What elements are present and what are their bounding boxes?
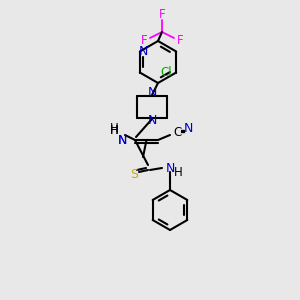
- Text: S: S: [130, 169, 138, 182]
- Text: N: N: [139, 45, 148, 58]
- Text: F: F: [159, 8, 165, 22]
- Text: N: N: [147, 86, 157, 100]
- Text: N: N: [165, 161, 175, 175]
- Text: C: C: [174, 125, 182, 139]
- Text: N: N: [117, 134, 127, 146]
- Text: H: H: [174, 166, 182, 178]
- Text: F: F: [141, 34, 147, 46]
- Text: N: N: [117, 134, 127, 146]
- Text: H: H: [110, 122, 118, 134]
- Text: Cl: Cl: [160, 66, 172, 79]
- Text: F: F: [177, 34, 183, 46]
- Text: N: N: [147, 115, 157, 128]
- Text: H: H: [110, 124, 118, 136]
- Text: H: H: [110, 124, 118, 136]
- Text: N: N: [183, 122, 193, 136]
